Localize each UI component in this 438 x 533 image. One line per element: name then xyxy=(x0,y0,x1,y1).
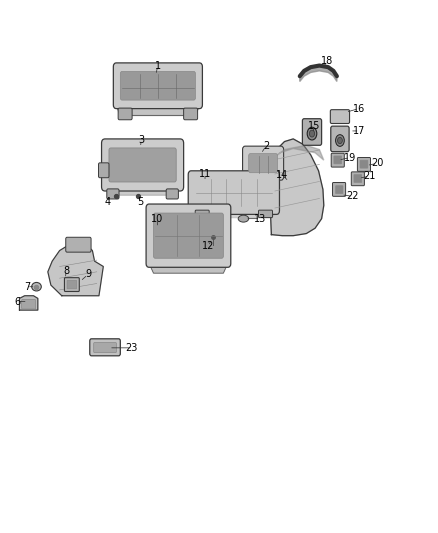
FancyBboxPatch shape xyxy=(331,154,344,167)
FancyBboxPatch shape xyxy=(330,110,350,124)
Text: 21: 21 xyxy=(364,171,376,181)
Text: 10: 10 xyxy=(151,214,163,224)
FancyBboxPatch shape xyxy=(120,71,195,100)
FancyBboxPatch shape xyxy=(351,172,364,185)
Text: 19: 19 xyxy=(344,152,356,163)
FancyBboxPatch shape xyxy=(153,213,223,259)
Text: 23: 23 xyxy=(126,343,138,353)
Text: 7: 7 xyxy=(24,282,30,292)
FancyBboxPatch shape xyxy=(67,280,77,289)
Text: 9: 9 xyxy=(85,270,91,279)
FancyBboxPatch shape xyxy=(90,339,120,356)
FancyBboxPatch shape xyxy=(357,158,371,171)
Text: 22: 22 xyxy=(346,191,359,201)
Text: 6: 6 xyxy=(14,296,20,306)
Text: 4: 4 xyxy=(104,197,110,207)
FancyBboxPatch shape xyxy=(195,210,209,217)
FancyBboxPatch shape xyxy=(249,154,278,173)
FancyBboxPatch shape xyxy=(113,63,202,109)
FancyBboxPatch shape xyxy=(336,185,343,193)
Text: 3: 3 xyxy=(138,135,145,145)
FancyBboxPatch shape xyxy=(331,126,349,152)
FancyBboxPatch shape xyxy=(360,160,368,168)
Text: 5: 5 xyxy=(137,197,144,207)
Ellipse shape xyxy=(238,215,249,222)
Polygon shape xyxy=(300,66,337,82)
Text: 8: 8 xyxy=(63,266,69,276)
FancyBboxPatch shape xyxy=(64,278,79,292)
Ellipse shape xyxy=(307,127,317,140)
FancyBboxPatch shape xyxy=(21,300,35,309)
FancyBboxPatch shape xyxy=(334,156,342,164)
FancyBboxPatch shape xyxy=(99,163,109,177)
FancyBboxPatch shape xyxy=(118,108,132,120)
FancyBboxPatch shape xyxy=(109,148,176,182)
Ellipse shape xyxy=(32,282,41,291)
Text: 16: 16 xyxy=(353,103,365,114)
FancyBboxPatch shape xyxy=(107,189,119,199)
Text: 2: 2 xyxy=(263,141,269,151)
Ellipse shape xyxy=(336,135,344,147)
FancyBboxPatch shape xyxy=(302,119,321,146)
Text: 14: 14 xyxy=(276,170,289,180)
Text: 15: 15 xyxy=(308,120,320,131)
FancyBboxPatch shape xyxy=(146,204,231,267)
FancyBboxPatch shape xyxy=(258,210,272,217)
Polygon shape xyxy=(271,146,324,160)
Text: 17: 17 xyxy=(353,126,366,136)
Text: 13: 13 xyxy=(254,214,267,224)
Text: 20: 20 xyxy=(371,158,383,168)
FancyBboxPatch shape xyxy=(188,171,279,214)
Polygon shape xyxy=(48,243,103,296)
Text: 12: 12 xyxy=(202,241,215,251)
FancyBboxPatch shape xyxy=(166,189,178,199)
Polygon shape xyxy=(19,296,38,310)
Text: 18: 18 xyxy=(321,56,333,66)
FancyBboxPatch shape xyxy=(243,146,284,180)
Polygon shape xyxy=(269,139,324,236)
FancyBboxPatch shape xyxy=(94,343,117,353)
FancyBboxPatch shape xyxy=(102,139,184,191)
Text: 11: 11 xyxy=(199,169,211,179)
Polygon shape xyxy=(149,208,228,273)
Polygon shape xyxy=(191,174,276,217)
Text: 1: 1 xyxy=(155,61,161,70)
Polygon shape xyxy=(117,67,199,116)
FancyBboxPatch shape xyxy=(332,182,346,196)
Ellipse shape xyxy=(338,138,343,144)
FancyBboxPatch shape xyxy=(184,108,198,120)
FancyBboxPatch shape xyxy=(66,237,91,252)
Ellipse shape xyxy=(309,130,314,137)
Polygon shape xyxy=(105,143,180,195)
FancyBboxPatch shape xyxy=(354,174,362,182)
